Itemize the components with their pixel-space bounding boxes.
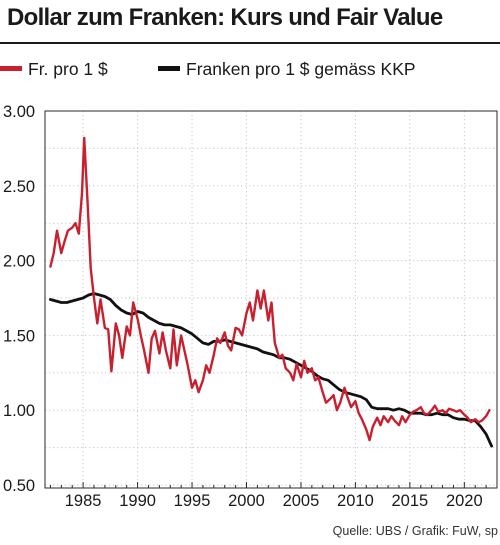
title-rule: [0, 42, 500, 44]
plot-frame: [44, 110, 498, 489]
x-tick-label: 2015: [392, 492, 429, 510]
y-tick-label: 0.50: [3, 477, 35, 495]
x-tick-label: 2010: [337, 492, 374, 510]
x-tick-label: 2005: [283, 492, 320, 510]
legend-swatch-kkp: [158, 66, 180, 71]
y-tick-label: 3.00: [3, 103, 35, 121]
legend-swatch-kurs: [0, 66, 22, 71]
series-line-kkp: [49, 292, 493, 448]
chart-title: Dollar zum Franken: Kurs und Fair Value: [7, 4, 443, 31]
y-tick-label: 1.50: [3, 327, 35, 345]
y-tick-label: 1.00: [3, 402, 35, 420]
x-tick-label: 2000: [228, 492, 265, 510]
y-tick-label: 2.50: [3, 178, 35, 196]
y-tick-label: 2.00: [3, 253, 35, 271]
legend-label-kkp: Franken pro 1 $ gemäss KKP: [186, 59, 416, 79]
legend-label-kurs: Fr. pro 1 $: [28, 59, 108, 79]
source-note: Quelle: UBS / Grafik: FuW, sp: [332, 524, 498, 538]
x-tick-label: 1985: [65, 492, 102, 510]
x-tick-label: 2020: [446, 492, 483, 510]
x-tick-label: 1990: [119, 492, 156, 510]
x-tick-label: 1995: [174, 492, 211, 510]
series-line-kurs: [49, 136, 491, 442]
